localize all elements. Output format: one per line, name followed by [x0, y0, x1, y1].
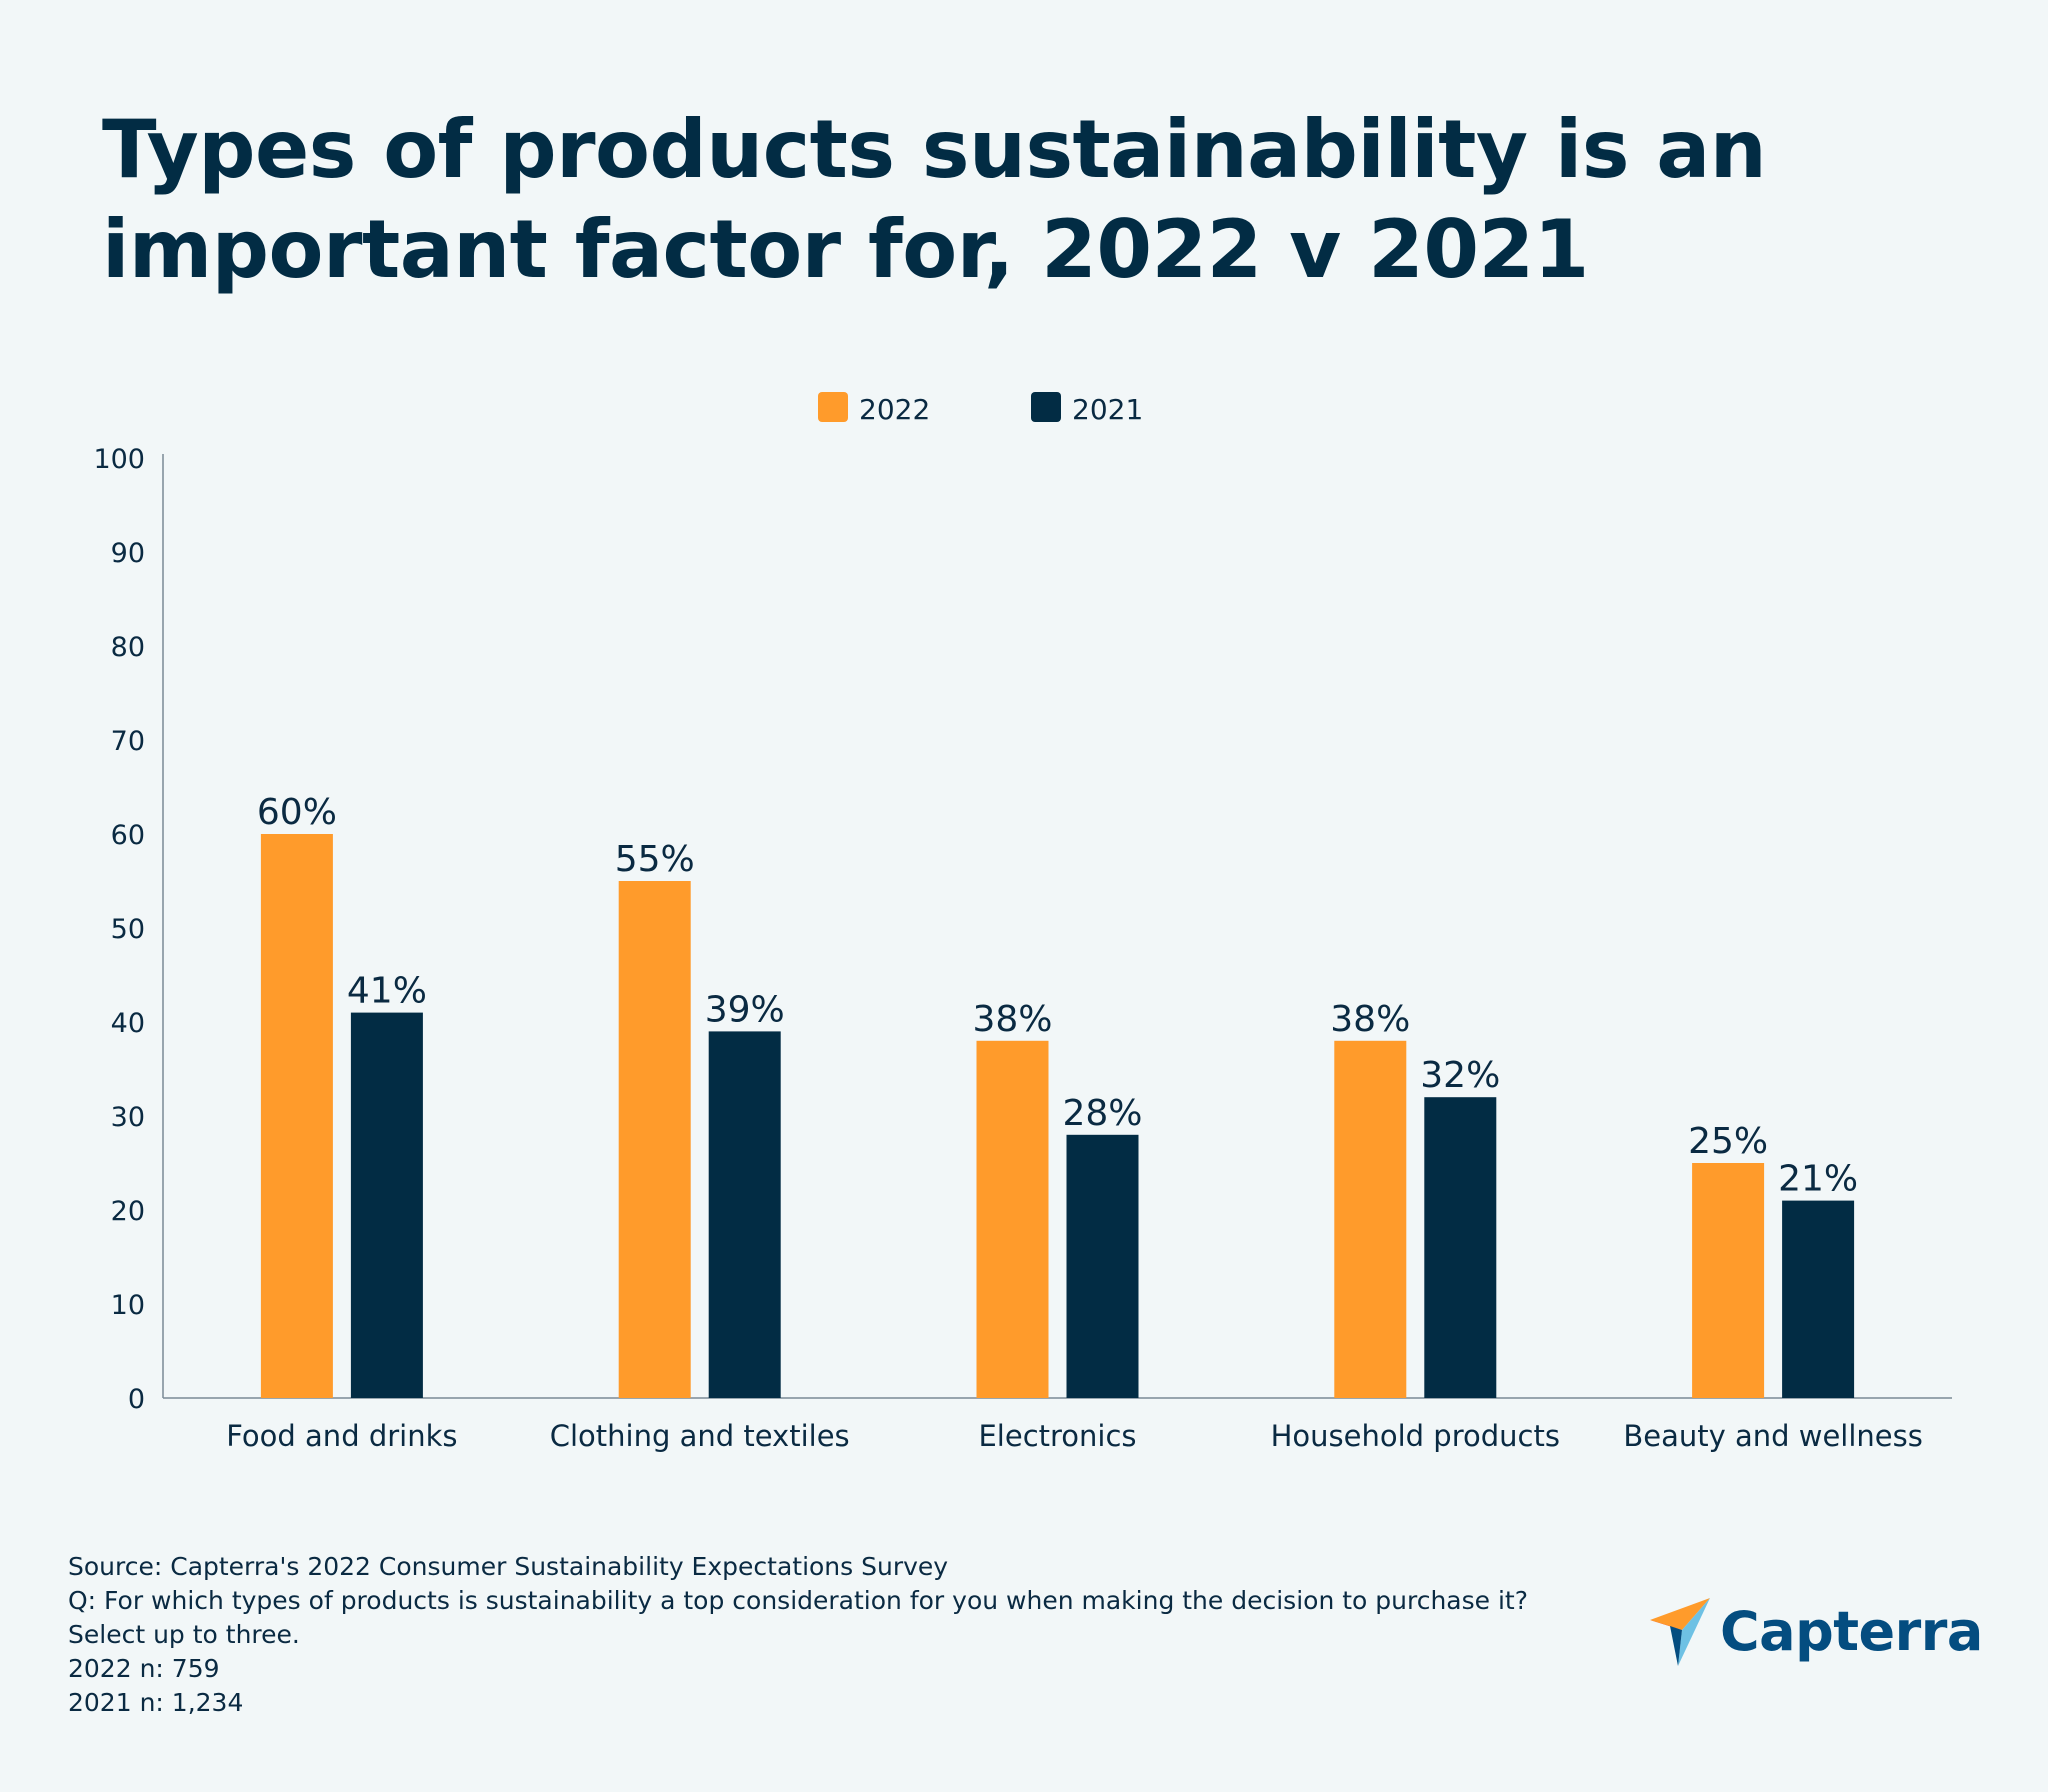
legend: 2022 2021 [818, 392, 1143, 426]
legend-swatch-2022 [818, 392, 848, 422]
sample-size-2021: 2021 n: 1,234 [68, 1688, 244, 1717]
legend-label-2022: 2022 [859, 393, 930, 426]
y-tick-label: 70 [111, 726, 145, 757]
bar-2022 [618, 881, 691, 1398]
y-tick-label: 90 [111, 538, 145, 569]
data-label-2022: 55% [615, 839, 695, 880]
legend-label-2021: 2021 [1072, 393, 1143, 426]
question-line-cont: Select up to three. [68, 1620, 300, 1649]
data-label-2022: 38% [972, 999, 1052, 1040]
x-tick-label: Beauty and wellness [1623, 1419, 1923, 1453]
source-line: Source: Capterra's 2022 Consumer Sustain… [68, 1552, 949, 1581]
bar-2021 [1782, 1200, 1855, 1398]
legend-swatch-2021 [1031, 392, 1061, 422]
bar-2021 [1066, 1134, 1139, 1398]
logo-text: Capterra [1720, 1600, 1983, 1663]
bar-2022 [260, 834, 333, 1398]
bar-2022 [1334, 1040, 1407, 1398]
bar-2021 [1424, 1097, 1497, 1398]
y-axis: 0 10 20 30 40 50 60 70 80 90 100 [93, 444, 164, 1415]
y-tick-label: 0 [128, 1384, 145, 1415]
bar-chart: 2022 2021 0 10 20 30 40 50 60 70 80 90 100 Food and… [93, 392, 1952, 1453]
data-label-2021: 41% [347, 971, 427, 1012]
y-tick-label: 100 [93, 444, 145, 475]
data-label-2021: 39% [705, 989, 785, 1030]
question-line: Q: For which types of products is sustai… [68, 1586, 1528, 1615]
x-tick-label: Clothing and textiles [550, 1419, 850, 1453]
bar-2022 [1692, 1163, 1765, 1398]
x-tick-label: Household products [1271, 1419, 1560, 1453]
capterra-logo: Capterra [1648, 1592, 1983, 1672]
y-tick-label: 60 [111, 820, 145, 851]
data-label-2022: 38% [1330, 999, 1410, 1040]
data-label-2022: 60% [257, 792, 337, 833]
data-label-2021: 32% [1420, 1055, 1500, 1096]
y-tick-label: 80 [111, 632, 145, 663]
y-tick-label: 40 [111, 1008, 145, 1039]
x-tick-label: Food and drinks [226, 1419, 457, 1453]
sample-size-2022: 2022 n: 759 [68, 1654, 220, 1683]
x-tick-label: Electronics [978, 1419, 1136, 1453]
bar-2021 [708, 1031, 781, 1398]
data-labels: 60%41%55%39% 38%28%38%32%25%21% [257, 792, 1858, 1200]
data-label-2021: 21% [1778, 1159, 1858, 1200]
data-label-2021: 28% [1062, 1093, 1142, 1134]
x-axis: Food and drinks Clothing and textiles Elec… [163, 1397, 1952, 1453]
capterra-arrow-icon [1650, 1598, 1710, 1666]
source-notes: Source: Capterra's 2022 Consumer Sustain… [68, 1550, 1628, 1720]
y-tick-label: 20 [111, 1196, 145, 1227]
y-tick-label: 30 [111, 1102, 145, 1133]
data-label-2022: 25% [1688, 1121, 1768, 1162]
bar-2021 [350, 1012, 423, 1398]
y-tick-label: 10 [111, 1290, 145, 1321]
y-tick-label: 50 [111, 914, 145, 945]
chart-title: Types of products sustainability is an i… [102, 103, 1767, 296]
bar-2022 [976, 1040, 1049, 1398]
bars [260, 834, 1855, 1398]
